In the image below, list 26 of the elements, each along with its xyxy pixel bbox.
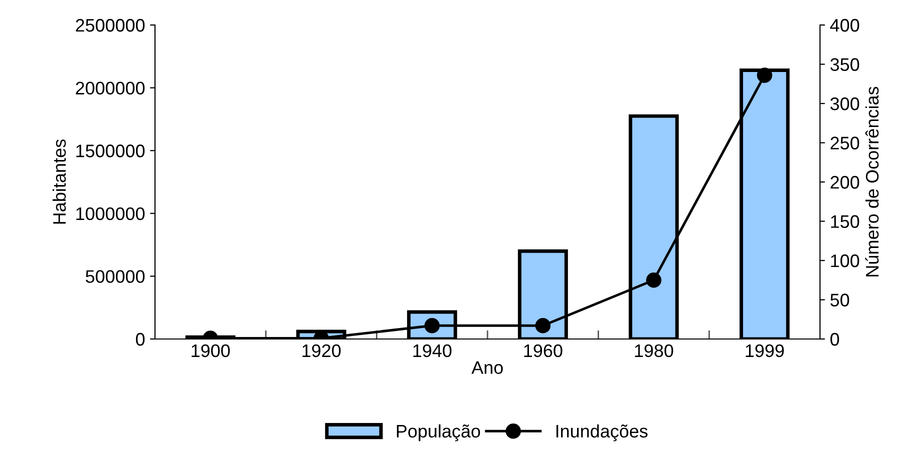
y2-tick-label: 0 — [830, 332, 840, 346]
y2-tick-label: 350 — [830, 58, 860, 71]
x-tick-label: 1980 — [635, 344, 674, 358]
y2-tick-label: 400 — [830, 18, 860, 32]
y2-tick-label: 200 — [830, 176, 860, 189]
x-tick-label: 1940 — [413, 344, 452, 358]
x-tick-label: 1900 — [192, 344, 230, 358]
y2-tick-label: 150 — [831, 215, 860, 228]
y-tick-label: 2000000 — [76, 82, 145, 95]
x-tick-label: 1920 — [302, 344, 341, 358]
y-tick-label: 2500000 — [76, 18, 145, 32]
x-axis-title: Ano — [471, 361, 503, 374]
y-tick-label: 1000000 — [76, 207, 145, 220]
x-tick-label: 1999 — [746, 344, 784, 358]
y2-tick-label: 250 — [830, 136, 860, 150]
y2-axis-title: Número de Ocorrências — [865, 86, 879, 276]
y-tick-label: 500000 — [86, 270, 145, 283]
y2-tick-label: 100 — [831, 254, 860, 268]
y-axis-title: Habitantes — [52, 139, 66, 224]
y-tick-label: 1500000 — [76, 144, 145, 158]
y-tick-label: 0 — [136, 332, 145, 346]
x-tick-label: 1960 — [524, 344, 562, 358]
legend-label: População — [396, 424, 480, 442]
legend-label: Inundações — [556, 424, 648, 442]
y2-tick-label: 50 — [830, 294, 850, 306]
y2-tick-label: 300 — [830, 97, 860, 110]
